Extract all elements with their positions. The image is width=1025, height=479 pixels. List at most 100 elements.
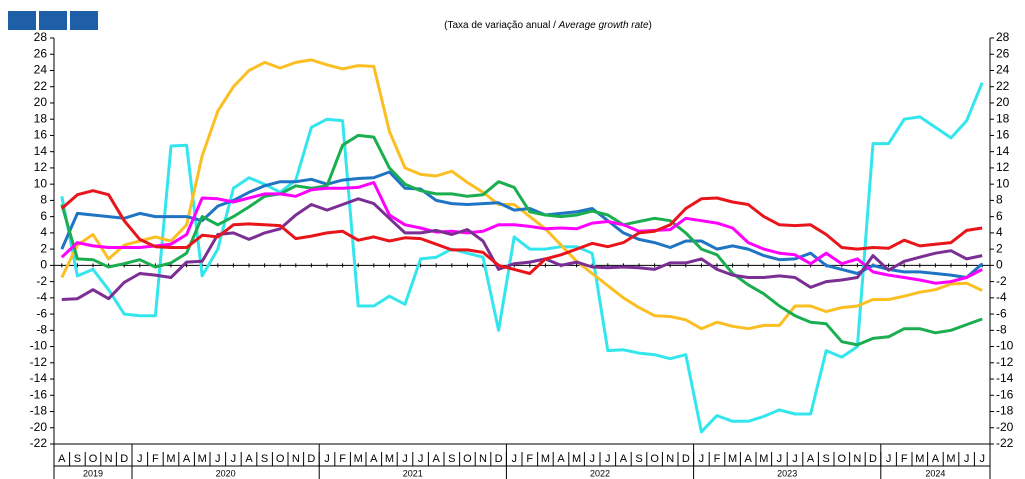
x-tick-label: D (307, 453, 315, 465)
year-label: 2022 (590, 468, 610, 478)
y-tick-label-right: 18 (996, 111, 1010, 125)
series-line (60, 189, 983, 275)
y-tick-label: 0 (40, 258, 47, 272)
x-tick-label: J (511, 453, 517, 465)
x-tick-label: A (245, 453, 253, 465)
subtitle-pt: (Taxa de variação anual / (444, 20, 559, 31)
y-tick-label: -12 (30, 355, 48, 369)
y-tick-label-right: -6 (996, 306, 1007, 320)
series-line (60, 181, 983, 285)
y-tick-label-right: -8 (996, 322, 1007, 336)
y-tick-label-right: -16 (996, 387, 1014, 401)
y-tick-label: -6 (36, 306, 47, 320)
logo-block (8, 11, 36, 30)
logo-block (70, 11, 98, 30)
x-tick-label: A (58, 453, 66, 465)
x-tick-label: M (385, 453, 394, 465)
y-tick-label-right: 24 (996, 63, 1010, 77)
y-tick-label: 20 (34, 95, 48, 109)
y-tick-label-right: -4 (996, 290, 1007, 304)
x-tick-label: D (120, 453, 128, 465)
y-tick-label: 12 (34, 160, 48, 174)
y-tick-label: -22 (30, 436, 48, 450)
y-tick-label: 14 (34, 144, 48, 158)
y-tick-label: 6 (40, 209, 47, 223)
subtitle-en: Average growth rate (558, 20, 649, 31)
x-tick-label: J (792, 453, 798, 465)
y-tick-label: -10 (30, 339, 48, 353)
x-tick-label: J (777, 453, 783, 465)
x-tick-label: J (231, 453, 237, 465)
x-tick-label: M (946, 453, 955, 465)
y-tick-label: -8 (36, 322, 47, 336)
x-tick-label: M (541, 453, 550, 465)
x-tick-label: J (324, 453, 330, 465)
x-tick-label: J (137, 453, 143, 465)
x-tick-label: J (964, 453, 970, 465)
x-tick-label: J (886, 453, 892, 465)
series-line (60, 58, 983, 331)
y-tick-label: 4 (40, 225, 47, 239)
x-tick-label: O (838, 453, 847, 465)
x-tick-label: N (853, 453, 861, 465)
y-tick-label: 26 (34, 46, 48, 60)
y-tick-label-right: 20 (996, 95, 1010, 109)
y-tick-label: 10 (34, 176, 48, 190)
x-tick-label: O (89, 453, 98, 465)
y-tick-label: 24 (34, 63, 48, 77)
year-label: 2019 (83, 468, 103, 478)
y-tick-label: 18 (34, 111, 48, 125)
x-tick-label: A (932, 453, 940, 465)
x-tick-label: S (74, 453, 81, 465)
y-tick-label-right: 10 (996, 176, 1010, 190)
y-tick-label-right: 22 (996, 79, 1010, 93)
x-tick-label: J (589, 453, 595, 465)
x-tick-label: F (714, 453, 721, 465)
x-tick-label: M (198, 453, 207, 465)
y-tick-label-right: 2 (996, 241, 1003, 255)
y-tick-label-right: -20 (996, 420, 1014, 434)
x-tick-label: N (479, 453, 487, 465)
x-tick-label: M (354, 453, 363, 465)
x-tick-label: A (370, 453, 378, 465)
y-tick-label: 16 (34, 128, 48, 142)
x-tick-label: M (759, 453, 768, 465)
x-tick-label: S (261, 453, 268, 465)
x-tick-label: S (823, 453, 830, 465)
y-tick-label-right: -18 (996, 404, 1014, 418)
series-line (61, 197, 983, 301)
x-tick-label: J (215, 453, 221, 465)
x-tick-label: N (105, 453, 113, 465)
y-tick-label: 8 (40, 193, 47, 207)
subtitle: (Taxa de variação anual / Average growth… (444, 20, 652, 31)
x-tick-label: A (745, 453, 753, 465)
y-tick-label-right: 14 (996, 144, 1010, 158)
y-tick-label: 22 (34, 79, 48, 93)
y-tick-label: -20 (30, 420, 48, 434)
x-tick-label: S (448, 453, 455, 465)
y-tick-label-right: 8 (996, 193, 1003, 207)
x-tick-label: F (526, 453, 533, 465)
x-tick-label: O (650, 453, 659, 465)
x-tick-label: N (666, 453, 674, 465)
x-tick-label: M (728, 453, 737, 465)
series-line (60, 82, 984, 434)
x-tick-label: D (869, 453, 877, 465)
x-tick-label: J (605, 453, 611, 465)
x-tick-label: N (292, 453, 300, 465)
y-tick-label: 28 (34, 30, 48, 44)
x-tick-label: M (166, 453, 175, 465)
y-tick-label-right: -22 (996, 436, 1014, 450)
y-tick-label-right: 16 (996, 128, 1010, 142)
x-tick-label: F (901, 453, 908, 465)
x-tick-label: F (152, 453, 159, 465)
x-tick-label: A (557, 453, 565, 465)
y-tick-label: -16 (30, 387, 48, 401)
y-tick-label-right: -10 (996, 339, 1014, 353)
x-tick-label: D (682, 453, 690, 465)
x-tick-label: M (572, 453, 581, 465)
y-tick-label: -14 (30, 371, 48, 385)
x-tick-label: A (620, 453, 628, 465)
